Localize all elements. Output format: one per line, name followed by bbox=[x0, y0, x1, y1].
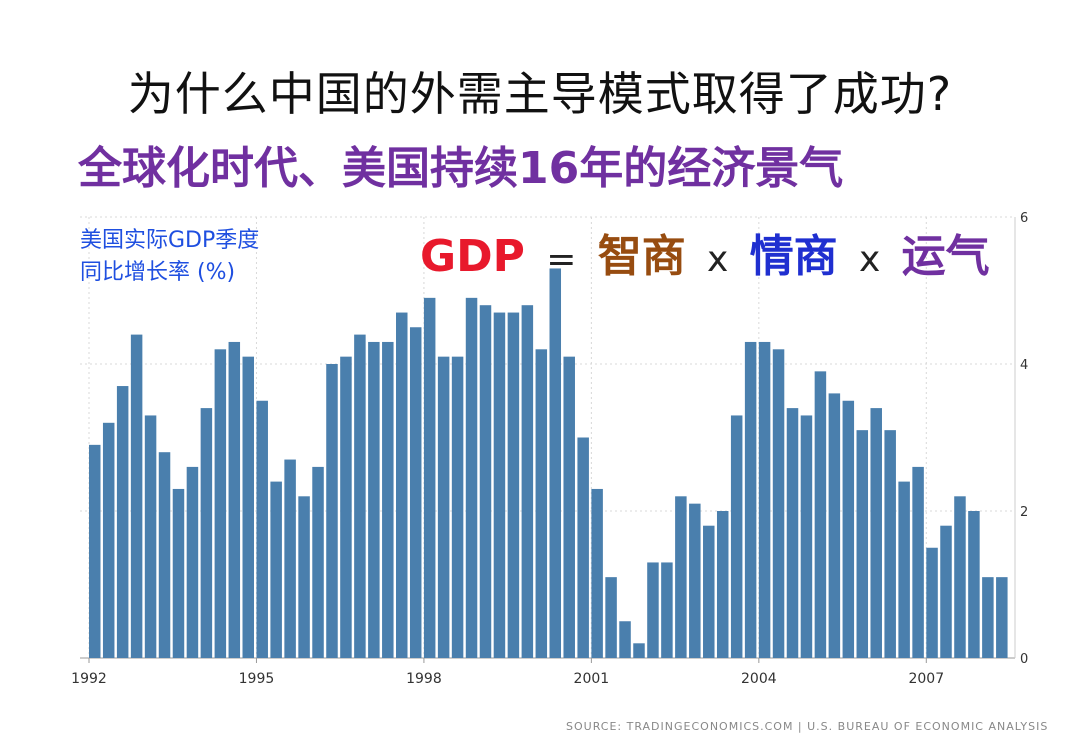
x-tick-label: 1995 bbox=[239, 671, 275, 687]
bar bbox=[814, 371, 827, 658]
bar bbox=[382, 341, 394, 658]
bar bbox=[172, 488, 185, 658]
bar bbox=[354, 334, 366, 658]
bar bbox=[703, 525, 715, 658]
bar bbox=[200, 408, 213, 658]
y-tick-label: 6 bbox=[1020, 211, 1028, 226]
bar bbox=[940, 525, 952, 658]
bar bbox=[675, 496, 687, 658]
bar bbox=[284, 459, 296, 658]
bar bbox=[619, 621, 631, 658]
bar bbox=[633, 643, 645, 658]
x-axis-ticks: 1992 1995 1998 2001 2004 2007 bbox=[71, 658, 944, 687]
bar bbox=[298, 496, 310, 658]
y-axis-label: 美国实际GDP季度 同比增长率 (%) bbox=[80, 225, 259, 289]
formula-gdp: GDP bbox=[420, 231, 525, 282]
bar bbox=[214, 349, 227, 658]
bar bbox=[786, 408, 799, 658]
bar bbox=[577, 437, 589, 658]
bar bbox=[689, 503, 701, 658]
x-tick-label: 2001 bbox=[574, 671, 610, 687]
chart-bars bbox=[89, 268, 1008, 658]
bar bbox=[912, 466, 924, 658]
bar bbox=[828, 393, 841, 658]
bar bbox=[144, 415, 157, 658]
bar bbox=[758, 341, 771, 658]
bar bbox=[800, 415, 813, 658]
formula-times-1: x bbox=[707, 239, 729, 280]
bar bbox=[186, 466, 199, 658]
bar bbox=[996, 577, 1008, 658]
bar bbox=[228, 341, 241, 658]
bar bbox=[716, 511, 729, 658]
formula-term-eq: 情商 bbox=[749, 231, 838, 282]
y-axis-label-line-1: 美国实际GDP季度 bbox=[80, 228, 260, 253]
bar bbox=[368, 341, 380, 658]
bar bbox=[396, 312, 408, 658]
bar bbox=[465, 297, 478, 658]
bar bbox=[326, 364, 338, 658]
bar bbox=[507, 312, 520, 658]
x-tick-label: 2007 bbox=[908, 671, 944, 687]
formula-term-iq: 智商 bbox=[597, 231, 686, 282]
bar bbox=[451, 356, 464, 658]
bar bbox=[521, 305, 534, 658]
bar bbox=[270, 481, 282, 658]
gdp-formula: GDP = 智商 x 情商 x 运气 bbox=[420, 220, 996, 284]
y-axis-label-line-2: 同比增长率 (%) bbox=[80, 260, 236, 285]
bar bbox=[898, 481, 910, 658]
bar bbox=[647, 562, 659, 658]
bar bbox=[884, 430, 896, 658]
source-note: SOURCE: TRADINGECONOMICS.COM | U.S. BURE… bbox=[566, 720, 1049, 733]
bar bbox=[158, 452, 171, 658]
slide-subtitle: 全球化时代、美国持续16年的经济景气 bbox=[78, 143, 844, 194]
bar bbox=[591, 488, 603, 658]
bar bbox=[242, 356, 255, 658]
formula-term-luck: 运气 bbox=[901, 231, 990, 282]
formula-equals: = bbox=[546, 239, 577, 280]
bar bbox=[116, 386, 129, 658]
bar bbox=[549, 268, 562, 658]
bar bbox=[423, 297, 436, 658]
bar bbox=[926, 547, 938, 658]
bar bbox=[856, 430, 869, 658]
y-tick-label: 0 bbox=[1020, 652, 1028, 667]
bar bbox=[661, 562, 673, 658]
slide-title: 为什么中国的外需主导模式取得了成功? bbox=[127, 67, 953, 121]
bar bbox=[479, 305, 492, 658]
y-axis-ticks: 0 2 4 6 bbox=[1020, 211, 1028, 667]
bar bbox=[409, 327, 422, 658]
y-tick-label: 2 bbox=[1020, 505, 1028, 520]
bar bbox=[130, 334, 143, 658]
bar bbox=[982, 577, 994, 658]
bar bbox=[605, 577, 617, 658]
bar bbox=[968, 511, 980, 658]
bar bbox=[256, 400, 268, 658]
bar bbox=[772, 349, 785, 658]
bar bbox=[102, 422, 115, 658]
bar bbox=[744, 341, 757, 658]
bar bbox=[954, 496, 966, 658]
formula-times-2: x bbox=[859, 239, 881, 280]
bar bbox=[493, 312, 506, 658]
x-tick-label: 1992 bbox=[71, 671, 107, 687]
bar bbox=[340, 356, 352, 658]
bar bbox=[730, 415, 743, 658]
bar bbox=[870, 408, 882, 658]
bar bbox=[89, 444, 101, 658]
x-tick-label: 1998 bbox=[406, 671, 442, 687]
bar bbox=[563, 356, 575, 658]
bar bbox=[842, 400, 855, 658]
bar bbox=[437, 356, 450, 658]
x-tick-label: 2004 bbox=[741, 671, 777, 687]
y-tick-label: 4 bbox=[1020, 358, 1028, 373]
bar bbox=[535, 349, 548, 658]
bar bbox=[312, 466, 324, 658]
